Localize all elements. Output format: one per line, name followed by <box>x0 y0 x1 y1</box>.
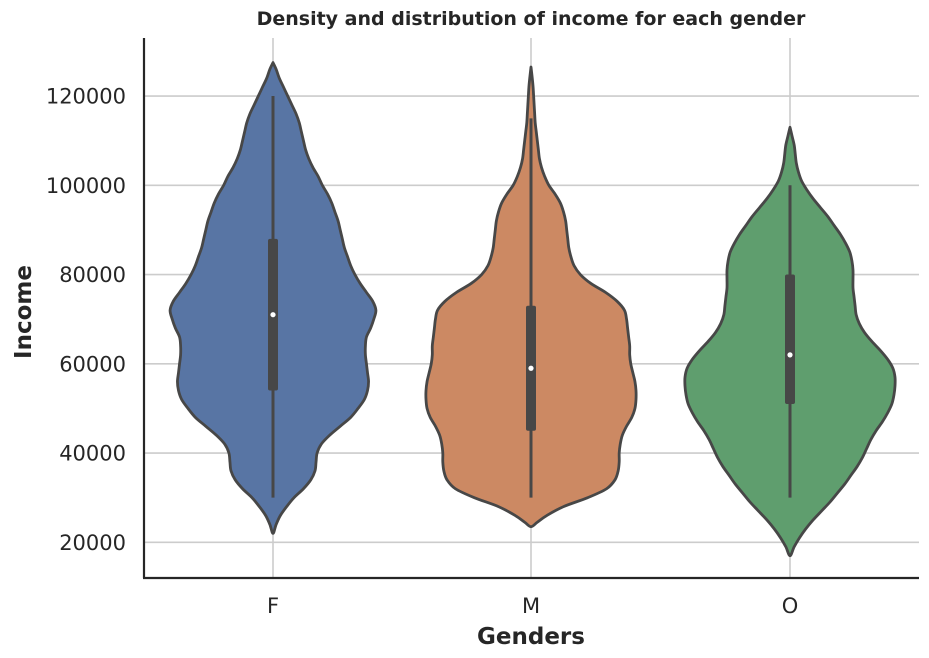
y-tick-label: 80000 <box>59 263 126 287</box>
x-tick-label: F <box>267 594 279 618</box>
y-tick-label: 100000 <box>46 174 126 198</box>
y-axis-title: Income <box>11 265 37 359</box>
chart-title: Density and distribution of income for e… <box>257 8 806 30</box>
x-tick-label: O <box>782 594 799 618</box>
y-tick-labels: 20000 40000 60000 80000 100000 120000 <box>46 85 126 555</box>
median-dot-F <box>270 312 276 318</box>
x-tick-label: M <box>522 594 540 618</box>
median-dot-O <box>787 352 793 358</box>
y-tick-label: 60000 <box>59 352 126 376</box>
median-dot-M <box>528 365 534 371</box>
y-tick-label: 40000 <box>59 442 126 466</box>
y-tick-label: 20000 <box>59 531 126 555</box>
inner-boxes <box>268 96 795 498</box>
y-tick-label: 120000 <box>46 85 126 109</box>
x-axis-title: Genders <box>477 624 585 650</box>
iqr-box-O <box>785 274 795 404</box>
